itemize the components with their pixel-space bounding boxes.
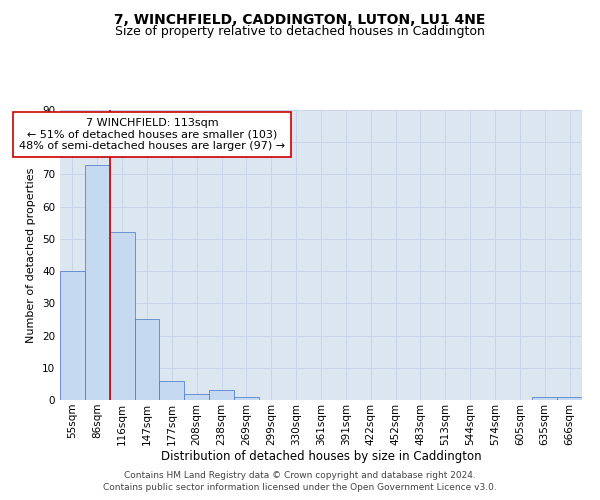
Bar xyxy=(184,394,209,400)
Bar xyxy=(85,165,110,400)
X-axis label: Distribution of detached houses by size in Caddington: Distribution of detached houses by size … xyxy=(161,450,481,464)
Bar xyxy=(60,271,85,400)
Text: Contains HM Land Registry data © Crown copyright and database right 2024.
Contai: Contains HM Land Registry data © Crown c… xyxy=(103,471,497,492)
Bar xyxy=(234,397,259,400)
Y-axis label: Number of detached properties: Number of detached properties xyxy=(26,168,37,342)
Text: 7, WINCHFIELD, CADDINGTON, LUTON, LU1 4NE: 7, WINCHFIELD, CADDINGTON, LUTON, LU1 4N… xyxy=(115,12,485,26)
Bar xyxy=(532,397,557,400)
Bar xyxy=(557,397,582,400)
Text: 7 WINCHFIELD: 113sqm
← 51% of detached houses are smaller (103)
48% of semi-deta: 7 WINCHFIELD: 113sqm ← 51% of detached h… xyxy=(19,118,285,152)
Bar xyxy=(134,320,160,400)
Text: Size of property relative to detached houses in Caddington: Size of property relative to detached ho… xyxy=(115,25,485,38)
Bar xyxy=(160,380,184,400)
Bar xyxy=(110,232,134,400)
Bar xyxy=(209,390,234,400)
